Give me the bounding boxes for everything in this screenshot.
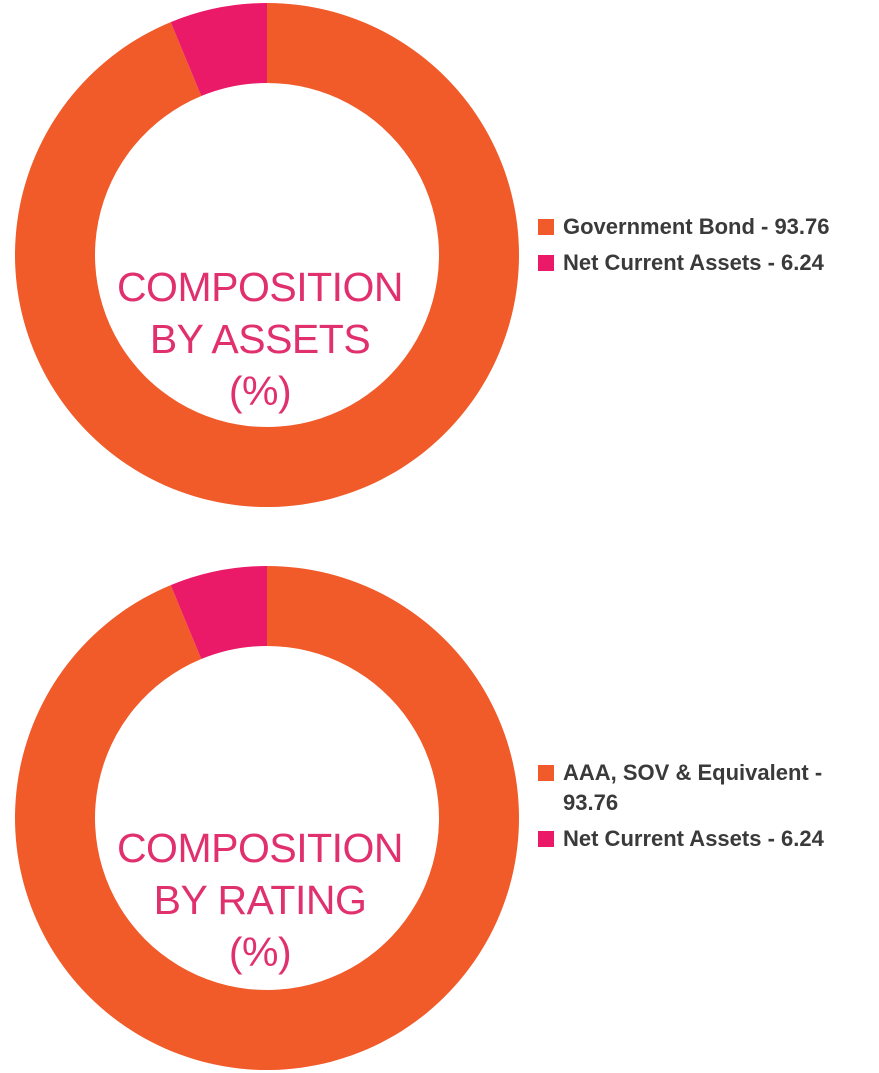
center-title-line: COMPOSITION (116, 264, 404, 310)
legend-swatch (538, 255, 554, 271)
center-title-line: BY ASSETS (149, 316, 371, 362)
center-title-line: (%) (228, 368, 292, 414)
legend-item-net-current-assets: Net Current Assets - 6.24 (538, 248, 873, 278)
center-title-line: COMPOSITION (116, 825, 404, 871)
composition-by-rating-chart: AAA, SOV & Equivalent - 93.76 Net Curren… (0, 563, 879, 1073)
assets-legend: Government Bond - 93.76 Net Current Asse… (538, 212, 873, 284)
center-title-line: (%) (228, 929, 292, 975)
legend-item-net-current-assets: Net Current Assets - 6.24 (538, 824, 873, 854)
legend-item-government-bond: Government Bond - 93.76 (538, 212, 873, 242)
legend-label: AAA, SOV & Equivalent - 93.76 (563, 760, 823, 815)
center-title-line: BY RATING (153, 877, 367, 923)
legend-swatch (538, 219, 554, 235)
composition-by-assets-chart: Government Bond - 93.76 Net Current Asse… (0, 0, 879, 510)
legend-swatch (538, 765, 554, 781)
donut-slice-major (14, 566, 520, 1070)
legend-swatch (538, 831, 554, 847)
assets-center-title: COMPOSITION BY ASSETS (%) (60, 261, 460, 417)
legend-label: Government Bond - 93.76 (563, 214, 830, 239)
donut-slice-minor (170, 3, 267, 97)
donut-slice-minor (170, 566, 267, 660)
rating-legend: AAA, SOV & Equivalent - 93.76 Net Curren… (538, 758, 873, 860)
legend-item-aaa-sov: AAA, SOV & Equivalent - 93.76 (538, 758, 873, 818)
assets-donut (14, 3, 520, 507)
donut-slice-major (14, 3, 520, 507)
rating-center-title: COMPOSITION BY RATING (%) (60, 822, 460, 978)
legend-label: Net Current Assets - 6.24 (563, 250, 824, 275)
rating-donut (14, 566, 520, 1070)
legend-label: Net Current Assets - 6.24 (563, 826, 824, 851)
